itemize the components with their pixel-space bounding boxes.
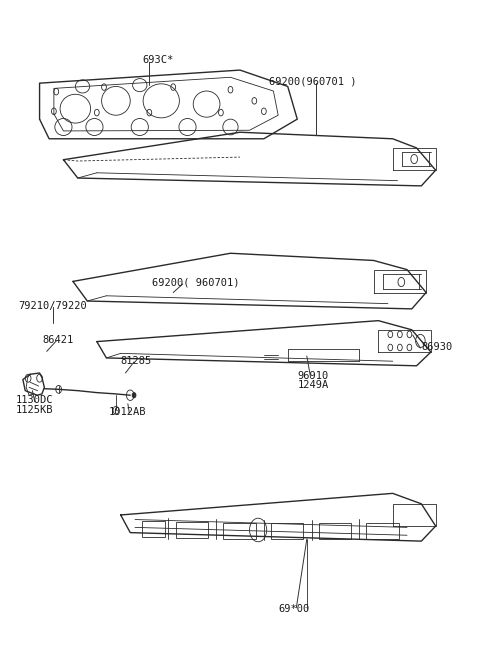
Bar <box>319 524 351 539</box>
Circle shape <box>132 393 136 398</box>
Text: 69*00: 69*00 <box>278 604 310 614</box>
Text: 1249A: 1249A <box>297 380 328 390</box>
Bar <box>366 523 399 539</box>
Bar <box>223 523 256 539</box>
Text: 86421: 86421 <box>42 334 73 345</box>
Text: 69200( 960701): 69200( 960701) <box>152 278 239 288</box>
Text: 96910: 96910 <box>297 371 328 380</box>
Text: 1125KB: 1125KB <box>16 405 53 415</box>
Text: 79210/79220: 79210/79220 <box>18 301 87 311</box>
Text: 1130DC: 1130DC <box>16 396 53 405</box>
Bar <box>142 522 165 537</box>
Bar <box>271 524 303 539</box>
Text: 69200(960701 ): 69200(960701 ) <box>269 76 356 86</box>
Text: 86930: 86930 <box>421 342 453 351</box>
Text: 1012AB: 1012AB <box>109 407 146 417</box>
Text: 693C*: 693C* <box>142 55 173 65</box>
Text: 81285: 81285 <box>120 355 152 365</box>
Bar <box>176 522 208 538</box>
